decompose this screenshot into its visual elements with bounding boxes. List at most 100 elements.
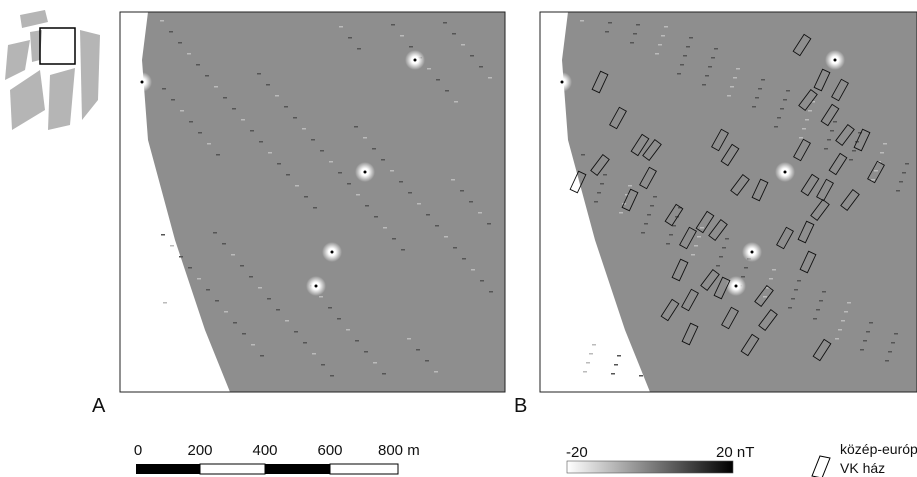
anomaly-speck <box>207 143 211 145</box>
anomaly-speck <box>633 33 637 35</box>
anomaly-speck <box>328 307 332 309</box>
scale-label: 800 m <box>378 442 420 459</box>
anomaly-speck <box>436 79 440 81</box>
anomaly-speck <box>891 342 895 344</box>
anomaly-speck <box>294 331 298 333</box>
anomaly-speck <box>251 344 255 346</box>
anomaly-speck <box>849 159 853 161</box>
anomaly-speck <box>471 269 475 271</box>
figure: A B 0 200 400 600 800 m -20 20 nT közép-… <box>0 0 917 477</box>
anomaly-speck <box>805 119 809 121</box>
anomaly-speck <box>628 185 632 187</box>
anomaly-speck <box>189 121 193 123</box>
anomaly-speck <box>694 245 698 247</box>
anomaly-speck <box>711 57 715 59</box>
anomaly-speck <box>744 267 748 269</box>
metal-anomaly-core <box>561 81 564 84</box>
anomaly-speck <box>716 265 720 267</box>
anomaly-speck <box>700 227 704 229</box>
anomaly-speck <box>304 196 308 198</box>
anomaly-speck <box>259 141 263 143</box>
color-scale-max: 20 nT <box>716 444 754 461</box>
anomaly-speck <box>198 132 202 134</box>
anomaly-speck <box>197 278 201 280</box>
metal-anomaly-core <box>735 285 738 288</box>
anomaly-speck <box>452 33 456 35</box>
anomaly-speck <box>755 97 759 99</box>
scale-bar: 0 200 400 600 800 m <box>134 442 420 474</box>
anomaly-speck <box>730 86 734 88</box>
anomaly-speck <box>249 276 253 278</box>
anomaly-speck <box>286 174 290 176</box>
anomaly-speck <box>338 172 342 174</box>
inset-map <box>5 10 100 130</box>
anomaly-speck <box>240 265 244 267</box>
anomaly-speck <box>381 159 385 161</box>
anomaly-speck <box>391 24 395 26</box>
anomaly-speck <box>581 154 585 156</box>
anomaly-speck <box>434 371 438 373</box>
anomaly-speck <box>320 150 324 152</box>
anomaly-speck <box>161 234 165 236</box>
anomaly-speck <box>337 318 341 320</box>
anomaly-speck <box>443 22 447 24</box>
anomaly-speck <box>769 278 773 280</box>
anomaly-speck <box>311 139 315 141</box>
anomaly-speck <box>348 37 352 39</box>
magnetometer-map <box>120 12 505 392</box>
anomaly-speck <box>267 298 271 300</box>
metal-anomaly-core <box>414 59 417 62</box>
anomaly-speck <box>600 183 604 185</box>
anomaly-speck <box>470 55 474 57</box>
anomaly-speck <box>669 234 673 236</box>
anomaly-speck <box>705 75 709 77</box>
anomaly-speck <box>407 338 411 340</box>
anomaly-speck <box>319 296 323 298</box>
anomaly-speck <box>661 35 665 37</box>
anomaly-speck <box>752 106 756 108</box>
anomaly-speck <box>777 117 781 119</box>
anomaly-speck <box>824 148 828 150</box>
anomaly-speck <box>312 353 316 355</box>
anomaly-speck <box>733 77 737 79</box>
anomaly-speck <box>285 320 289 322</box>
anomaly-speck <box>364 351 368 353</box>
anomaly-speck <box>664 26 668 28</box>
anomaly-speck <box>401 249 405 251</box>
anomaly-speck <box>658 44 662 46</box>
anomaly-speck <box>680 64 684 66</box>
anomaly-speck <box>816 309 820 311</box>
anomaly-speck <box>902 172 906 174</box>
anomaly-speck <box>708 66 712 68</box>
anomaly-speck <box>206 289 210 291</box>
anomaly-speck <box>222 243 226 245</box>
anomaly-speck <box>461 44 465 46</box>
anomaly-speck <box>205 75 209 77</box>
anomaly-speck <box>835 338 839 340</box>
anomaly-speck <box>896 190 900 192</box>
anomaly-speck <box>284 106 288 108</box>
anomaly-speck <box>783 99 787 101</box>
anomaly-speck <box>160 20 164 22</box>
anomaly-speck <box>686 46 690 48</box>
anomaly-speck <box>417 203 421 205</box>
anomaly-speck <box>373 362 377 364</box>
anomaly-speck <box>313 207 317 209</box>
anomaly-speck <box>586 362 590 364</box>
anomaly-speck <box>791 298 795 300</box>
anomaly-speck <box>242 333 246 335</box>
anomaly-speck <box>802 128 806 130</box>
anomaly-speck <box>454 101 458 103</box>
anomaly-speck <box>487 223 491 225</box>
anomaly-speck <box>725 238 729 240</box>
anomaly-speck <box>847 302 851 304</box>
panels <box>120 12 917 392</box>
magnetometer-map <box>540 12 917 392</box>
anomaly-speck <box>580 20 584 22</box>
anomaly-speck <box>619 212 623 214</box>
anomaly-speck <box>808 110 812 112</box>
anomaly-speck <box>427 68 431 70</box>
anomaly-speck <box>677 73 681 75</box>
anomaly-speck <box>608 22 612 24</box>
anomaly-speck <box>822 291 826 293</box>
